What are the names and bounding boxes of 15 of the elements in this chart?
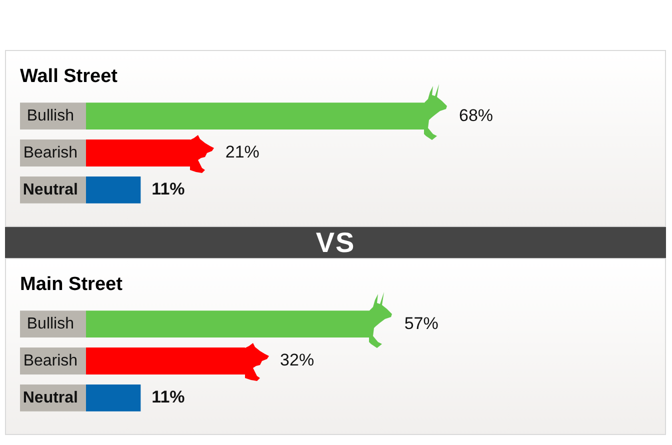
data-label: 32% xyxy=(280,350,314,370)
y-tick-label: Bearish xyxy=(23,144,78,162)
data-label: 11% xyxy=(152,180,185,199)
text: VS xyxy=(316,226,356,258)
data-label: 57% xyxy=(404,314,438,333)
y-tick-label: Bullish xyxy=(26,315,74,332)
y-tick-label: Neutral xyxy=(22,181,78,198)
data-label: 68% xyxy=(459,106,494,125)
chart-title: Wall Street xyxy=(20,66,118,88)
y-tick-label: Bullish xyxy=(26,107,74,124)
y-tick-label: Neutral xyxy=(22,389,78,406)
y-tick-label: Bearish xyxy=(23,352,78,370)
data-label: 21% xyxy=(225,142,260,162)
data-label: 11% xyxy=(152,388,185,407)
chart-title: Main Street xyxy=(20,274,122,296)
